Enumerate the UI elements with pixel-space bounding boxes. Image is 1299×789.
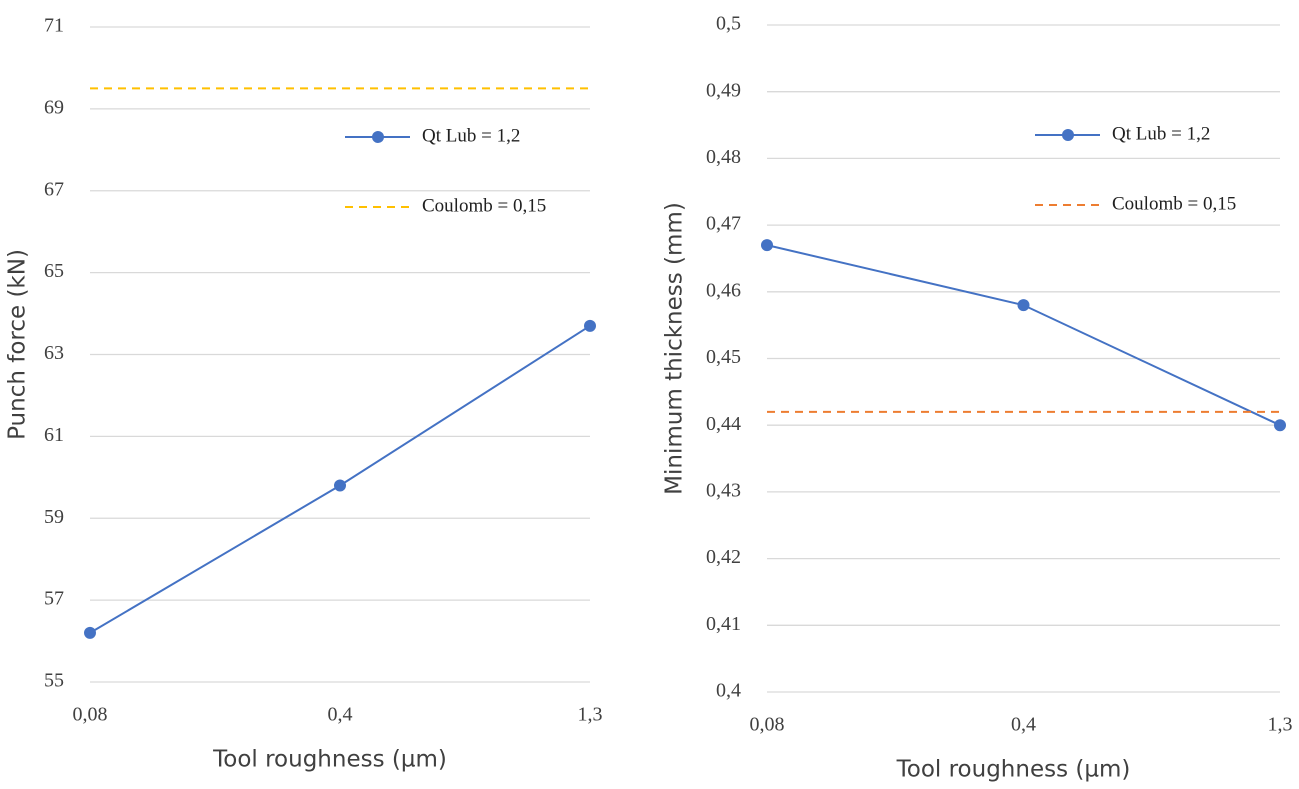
point bbox=[84, 626, 96, 639]
point bbox=[1017, 299, 1030, 312]
y-tick-label: 0,43 bbox=[706, 479, 741, 501]
y-tick-label: 0,45 bbox=[706, 346, 741, 368]
point bbox=[584, 319, 596, 332]
y-axis-title: Minimum thickness (mm) bbox=[662, 202, 688, 495]
point bbox=[761, 239, 773, 252]
y-tick-label: 0,48 bbox=[706, 146, 741, 168]
legend-marker bbox=[372, 131, 384, 143]
x-tick-label: 1,3 bbox=[1268, 714, 1293, 736]
legend-marker bbox=[1062, 129, 1074, 141]
x-axis-title: Tool roughness (µm) bbox=[212, 747, 447, 773]
y-tick-label: 0,49 bbox=[706, 79, 741, 101]
y-tick-label: 0,4 bbox=[716, 680, 741, 702]
y-tick-label: 0,5 bbox=[716, 13, 741, 35]
y-tick-label: 0,47 bbox=[706, 213, 741, 235]
legend-label: Qt Lub = 1,2 bbox=[1112, 123, 1210, 144]
legend-label: Coulomb = 0,15 bbox=[422, 195, 546, 216]
point bbox=[1274, 419, 1286, 432]
x-tick-label: 0,08 bbox=[73, 704, 108, 726]
y-tick-label: 69 bbox=[44, 96, 64, 118]
x-tick-label: 0,4 bbox=[328, 704, 353, 726]
y-tick-label: 65 bbox=[44, 260, 64, 282]
x-tick-label: 1,3 bbox=[578, 704, 603, 726]
y-tick-label: 59 bbox=[44, 506, 64, 528]
y-tick-label: 63 bbox=[44, 342, 64, 364]
y-tick-label: 71 bbox=[44, 15, 64, 37]
legend-label: Qt Lub = 1,2 bbox=[422, 125, 520, 146]
y-tick-label: 55 bbox=[44, 670, 64, 692]
series-line bbox=[766, 244, 1281, 427]
y-tick-label: 67 bbox=[44, 178, 64, 200]
y-tick-label: 61 bbox=[44, 424, 64, 446]
y-tick-label: 0,41 bbox=[706, 613, 741, 635]
series-line bbox=[89, 325, 591, 634]
y-axis-title: Punch force (kN) bbox=[5, 249, 31, 440]
x-axis-title: Tool roughness (µm) bbox=[896, 757, 1131, 783]
x-tick-label: 0,4 bbox=[1011, 714, 1036, 736]
y-tick-label: 0,46 bbox=[706, 279, 741, 301]
point bbox=[334, 479, 346, 492]
x-tick-label: 0,08 bbox=[750, 714, 785, 736]
y-tick-label: 0,42 bbox=[706, 546, 741, 568]
y-tick-label: 0,44 bbox=[706, 413, 741, 435]
legend-label: Coulomb = 0,15 bbox=[1112, 193, 1236, 214]
y-tick-label: 57 bbox=[44, 588, 64, 610]
